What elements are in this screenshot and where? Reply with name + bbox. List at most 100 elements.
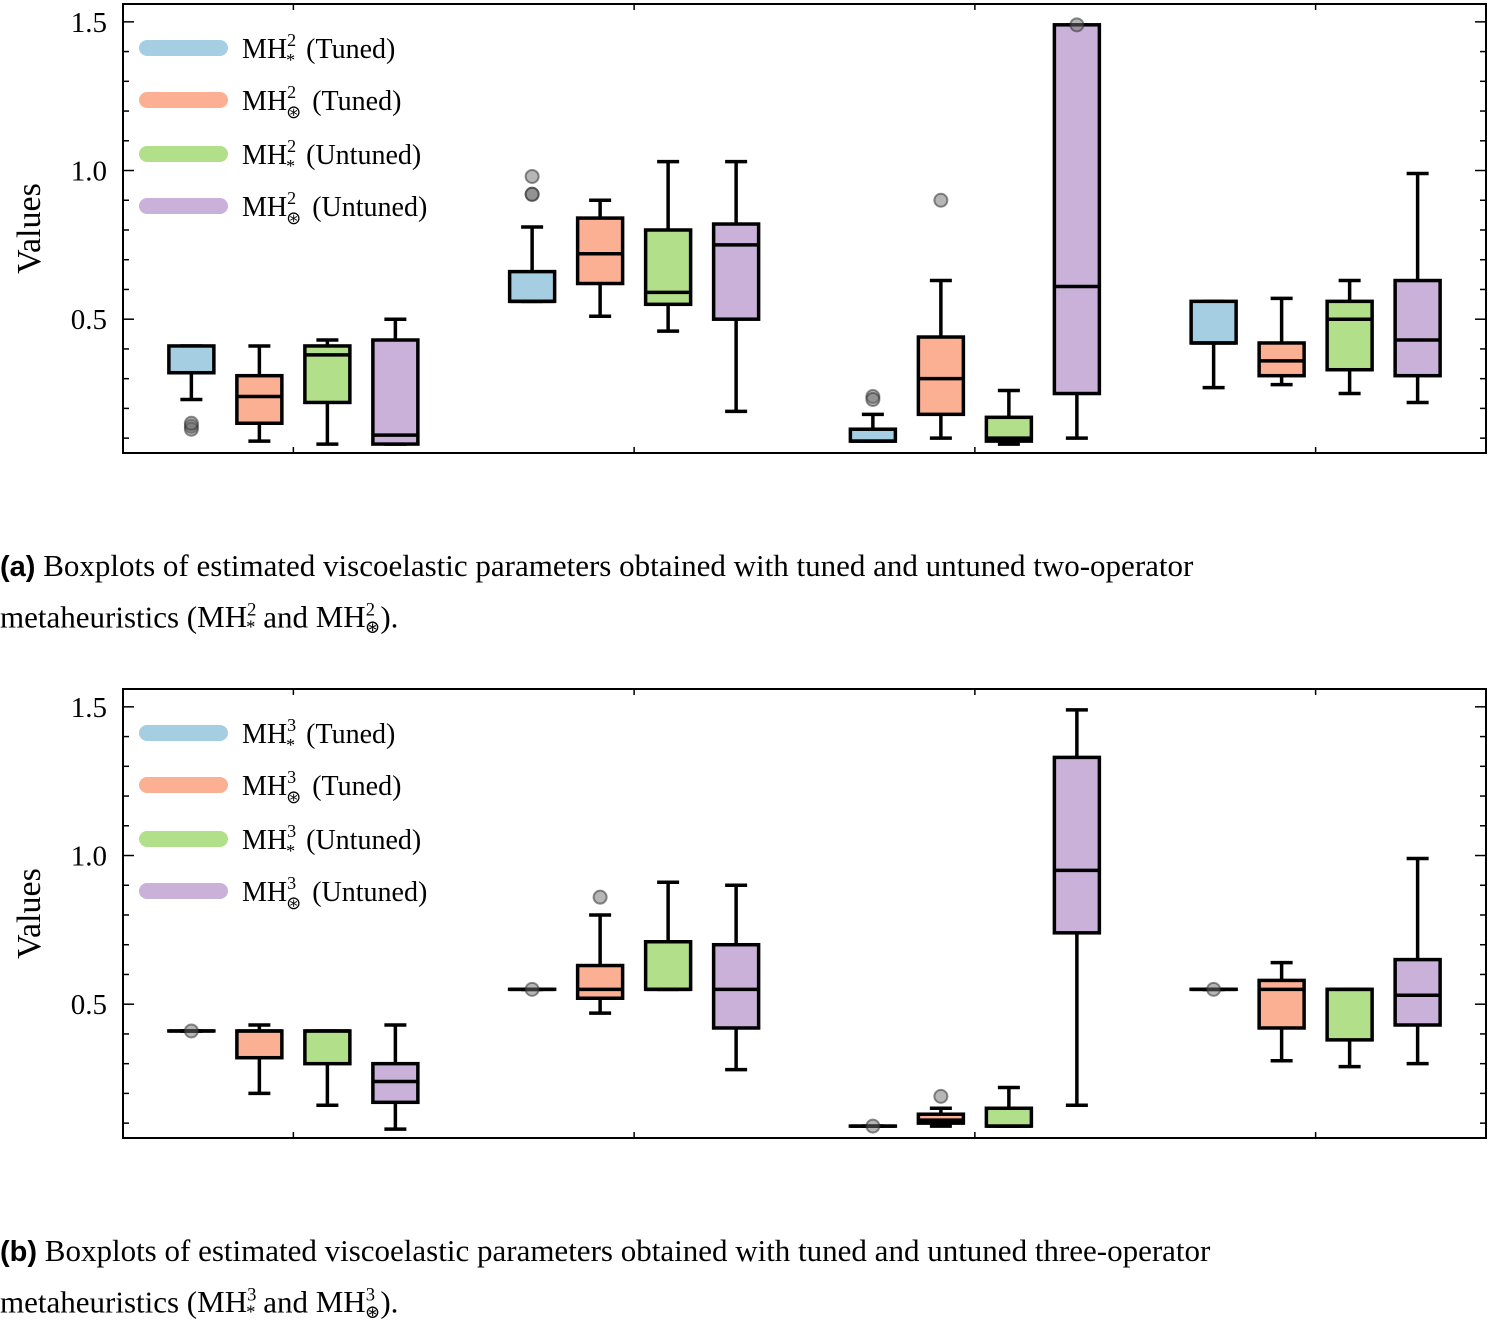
box-body <box>1054 757 1099 932</box>
box-body <box>373 340 418 444</box>
caption-b-mh-base: MH <box>197 1284 247 1319</box>
caption-b-mh-star: MH3* <box>197 1284 255 1319</box>
outlier-point <box>594 891 607 904</box>
outlier-point <box>934 1090 947 1103</box>
box-body <box>714 945 759 1028</box>
y-tick-label: 0.5 <box>71 989 107 1021</box>
box-2-0 <box>305 340 350 444</box>
box-2-2 <box>986 391 1031 445</box>
box-3-1 <box>714 885 759 1069</box>
y-tick-label: 0.5 <box>71 304 107 336</box>
caption-b-star-sub: * <box>246 1291 255 1335</box>
caption-a-tail: ). <box>380 599 398 634</box>
outlier-point <box>866 393 879 406</box>
box-body <box>1327 989 1372 1040</box>
box-body <box>169 346 214 373</box>
caption-a-tag: (a) <box>0 551 35 583</box>
caption-a-mh-circ: MH2⊛ <box>316 599 381 634</box>
caption-b-tag: (b) <box>0 1236 37 1268</box>
box-body <box>237 1031 282 1058</box>
y-axis-label: Values <box>11 183 48 274</box>
box-1-1 <box>578 891 623 1013</box>
box-2-1 <box>646 162 691 331</box>
y-tick-label: 1.0 <box>71 156 107 188</box>
box-3-0 <box>373 1025 418 1129</box>
legend-entry: MH3* (Tuned) <box>242 715 395 755</box>
outlier-point <box>185 417 198 430</box>
y-tick-label: 1.5 <box>71 692 107 724</box>
caption-a-joiner: and <box>263 599 308 634</box>
legend-entry: MH3⊛ (Untuned) <box>242 873 427 913</box>
box-body <box>646 942 691 990</box>
caption-a-mh-base: MH <box>197 599 247 634</box>
caption-a-text-line2: metaheuristics ( <box>0 599 197 634</box>
box-0-2 <box>850 390 895 441</box>
caption-a: (a) Boxplots of estimated viscoelastic p… <box>0 544 1470 650</box>
box-body <box>510 272 555 302</box>
caption-a-text-line1: Boxplots of estimated viscoelastic param… <box>43 548 1193 583</box>
caption-b-circ-sub: ⊛ <box>365 1291 381 1335</box>
box-body <box>850 429 895 441</box>
boxplot-panel-a: 0.51.01.5ValuesE0E1ταMH2* (Tuned)MH2⊛ (T… <box>0 0 1488 458</box>
box-body <box>578 966 623 999</box>
caption-a-mh-base-2: MH <box>316 599 366 634</box>
legend-entry: MH2* (Untuned) <box>242 136 421 176</box>
caption-b-text-line1: Boxplots of estimated viscoelastic param… <box>45 1233 1211 1268</box>
box-body <box>986 1108 1031 1126</box>
y-axis-label: Values <box>11 868 48 959</box>
box-0-0 <box>169 1024 214 1037</box>
box-0-1 <box>510 983 555 996</box>
box-1-3 <box>1259 298 1304 384</box>
box-1-0 <box>237 1025 282 1093</box>
boxplot-b-svg: 0.51.01.5ValuesE0E1ταMH3* (Tuned)MH3⊛ (T… <box>0 685 1488 1143</box>
box-body <box>578 218 623 283</box>
box-3-2 <box>1054 710 1099 1105</box>
outlier-point <box>526 170 539 183</box>
legend-entry: MH2⊛ (Tuned) <box>242 82 401 122</box>
box-3-1 <box>714 162 759 412</box>
caption-b-text-line2: metaheuristics ( <box>0 1284 197 1319</box>
outlier-point <box>934 194 947 207</box>
outlier-point <box>185 1024 198 1037</box>
box-body <box>1395 281 1440 376</box>
caption-b-mh-base-2: MH <box>316 1284 366 1319</box>
box-body <box>1327 301 1372 369</box>
caption-b: (b) Boxplots of estimated viscoelastic p… <box>0 1229 1470 1335</box>
legend-entry: MH3⊛ (Tuned) <box>242 767 401 807</box>
box-0-3 <box>1191 301 1236 387</box>
box-3-3 <box>1395 173 1440 402</box>
box-2-1 <box>646 882 691 989</box>
box-body <box>918 337 963 414</box>
box-body <box>237 376 282 424</box>
legend-entry: MH3* (Untuned) <box>242 821 421 861</box>
box-1-3 <box>1259 963 1304 1061</box>
caption-b-tail: ). <box>380 1284 398 1319</box>
outlier-point <box>1207 983 1220 996</box>
box-0-3 <box>1191 983 1236 996</box>
y-tick-label: 1.5 <box>71 7 107 39</box>
outlier-point <box>526 983 539 996</box>
box-body <box>1395 960 1440 1025</box>
box-2-0 <box>305 1031 350 1105</box>
box-2-2 <box>986 1087 1031 1126</box>
box-3-2 <box>1054 18 1099 438</box>
box-0-1 <box>510 170 555 301</box>
boxplot-panel-b: 0.51.01.5ValuesE0E1ταMH3* (Tuned)MH3⊛ (T… <box>0 685 1488 1143</box>
box-3-0 <box>373 319 418 444</box>
box-body <box>714 224 759 319</box>
caption-b-joiner: and <box>263 1284 308 1319</box>
boxplot-a-svg: 0.51.01.5ValuesE0E1ταMH2* (Tuned)MH2⊛ (T… <box>0 0 1488 458</box>
caption-b-mh-circ: MH3⊛ <box>316 1284 381 1319</box>
box-1-1 <box>578 200 623 316</box>
outlier-point <box>866 1120 879 1133</box>
outlier-point <box>1070 18 1083 31</box>
box-2-3 <box>1327 989 1372 1066</box>
box-body <box>1054 25 1099 394</box>
box-2-3 <box>1327 281 1372 394</box>
box-1-2 <box>918 1090 963 1126</box>
legend-entry: MH2* (Tuned) <box>242 30 395 70</box>
box-0-2 <box>850 1120 895 1133</box>
outlier-point <box>526 188 539 201</box>
box-body <box>1259 980 1304 1028</box>
box-body <box>305 1031 350 1064</box>
